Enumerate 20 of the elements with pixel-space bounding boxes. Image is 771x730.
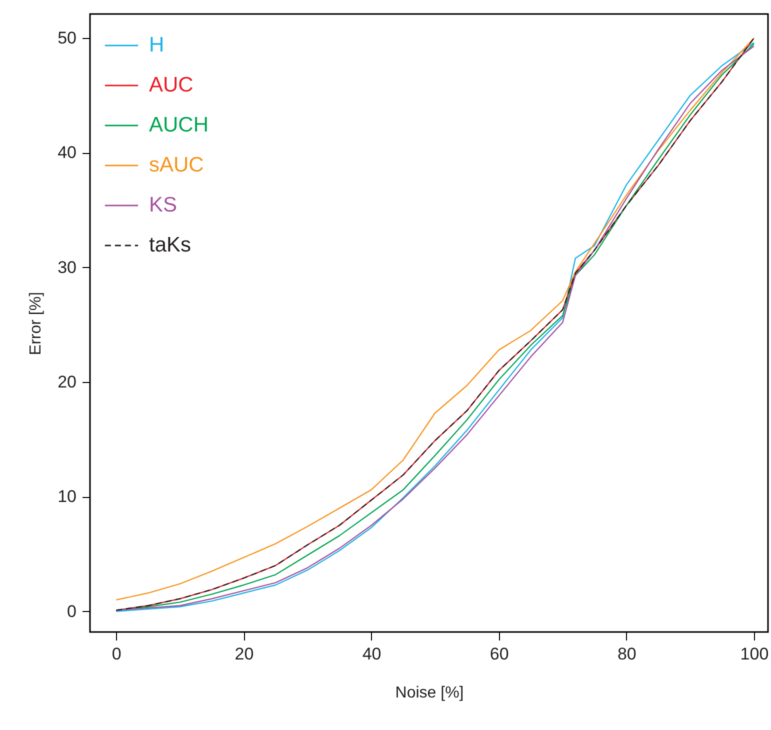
y-tick-label: 50: [58, 28, 76, 48]
y-tick-label: 40: [58, 143, 76, 162]
x-tick-label: 40: [362, 644, 382, 664]
legend-label: AUC: [149, 74, 194, 96]
x-axis-title: Noise [%]: [395, 684, 464, 702]
x-tick-label: 100: [740, 644, 769, 664]
x-tick-label: 0: [112, 644, 122, 664]
y-tick-label: 10: [58, 487, 76, 506]
legend-label: taKs: [149, 234, 192, 256]
x-tick-label: 20: [234, 644, 254, 664]
y-tick-label: 0: [67, 602, 76, 621]
y-tick-label: 30: [58, 258, 76, 277]
x-tick-label: 80: [617, 644, 636, 664]
legend-label: H: [149, 34, 164, 56]
y-axis-title: Error [%]: [28, 292, 45, 356]
legend-label: KS: [149, 194, 178, 216]
legend-label: sAUC: [149, 154, 204, 176]
legend-label: AUCH: [149, 114, 209, 136]
y-tick-label: 20: [58, 372, 76, 392]
x-tick-label: 60: [490, 644, 509, 664]
